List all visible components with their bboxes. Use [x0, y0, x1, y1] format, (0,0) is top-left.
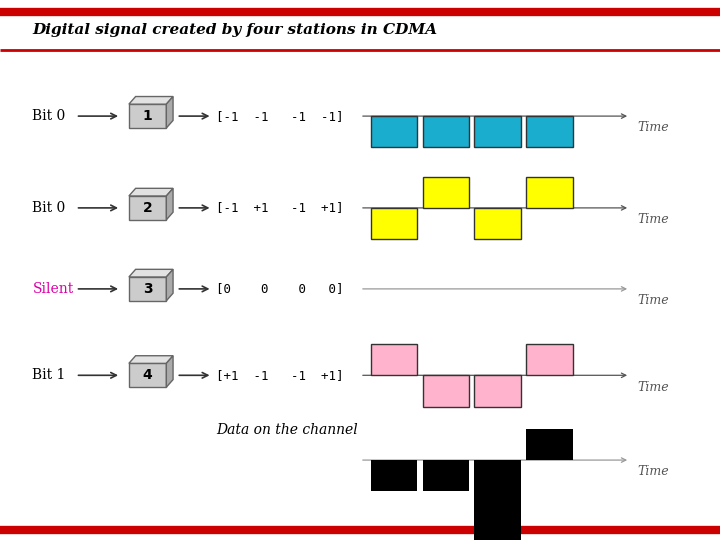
Polygon shape: [129, 269, 173, 277]
Bar: [371, 344, 418, 375]
Bar: [526, 116, 573, 147]
Polygon shape: [129, 188, 173, 196]
Bar: [371, 208, 418, 239]
Bar: [526, 344, 573, 375]
Bar: [474, 460, 521, 540]
Text: [0    0    0   0]: [0 0 0 0]: [216, 282, 343, 295]
Text: Digital signal created by four stations in CDMA: Digital signal created by four stations …: [32, 23, 438, 37]
Text: Bit 0: Bit 0: [32, 109, 66, 123]
Bar: [474, 208, 521, 239]
Polygon shape: [166, 356, 173, 387]
Bar: [526, 429, 573, 460]
Text: Bit 0: Bit 0: [32, 201, 66, 215]
Text: Time: Time: [637, 213, 669, 226]
Bar: [371, 460, 418, 491]
Polygon shape: [166, 97, 173, 128]
Text: [-1  +1   -1  +1]: [-1 +1 -1 +1]: [216, 201, 343, 214]
Bar: [526, 177, 573, 208]
Bar: [129, 277, 166, 301]
Polygon shape: [166, 269, 173, 301]
Text: 3: 3: [143, 282, 153, 296]
Bar: [474, 375, 521, 407]
Text: [+1  -1   -1  +1]: [+1 -1 -1 +1]: [216, 369, 343, 382]
Text: [-1  -1   -1  -1]: [-1 -1 -1 -1]: [216, 110, 343, 123]
Text: 4: 4: [143, 368, 153, 382]
Bar: [129, 104, 166, 128]
Bar: [474, 116, 521, 147]
Text: Time: Time: [637, 465, 669, 478]
Bar: [371, 116, 418, 147]
Text: Data on the channel: Data on the channel: [216, 423, 358, 437]
Bar: [129, 363, 166, 387]
Polygon shape: [129, 97, 173, 104]
Polygon shape: [129, 356, 173, 363]
Bar: [423, 375, 469, 407]
Text: Bit 1: Bit 1: [32, 368, 66, 382]
Polygon shape: [166, 188, 173, 220]
Text: 2: 2: [143, 201, 153, 215]
Text: Silent: Silent: [32, 282, 73, 296]
Bar: [423, 177, 469, 208]
Text: Time: Time: [637, 381, 669, 394]
Bar: [423, 116, 469, 147]
Text: Time: Time: [637, 294, 669, 307]
Text: 1: 1: [143, 109, 153, 123]
Bar: [423, 460, 469, 491]
Text: Time: Time: [637, 122, 669, 134]
Bar: [129, 196, 166, 220]
